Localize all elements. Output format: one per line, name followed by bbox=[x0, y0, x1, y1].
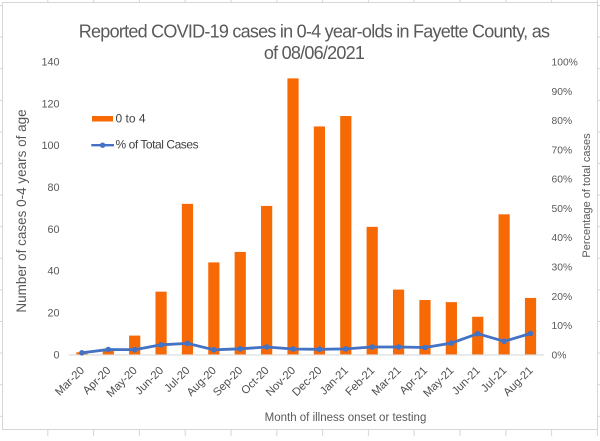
svg-text:100%: 100% bbox=[552, 58, 578, 69]
svg-text:100: 100 bbox=[41, 140, 59, 152]
svg-text:40: 40 bbox=[47, 266, 59, 278]
svg-text:Number of cases 0-4 years of a: Number of cases 0-4 years of age bbox=[14, 109, 29, 312]
svg-text:10%: 10% bbox=[552, 321, 573, 332]
svg-text:20: 20 bbox=[47, 308, 59, 320]
svg-text:Reported COVID-19 cases in 0-4: Reported COVID-19 cases in 0-4 year-olds… bbox=[79, 21, 550, 41]
svg-text:% of Total Cases: % of Total Cases bbox=[116, 138, 199, 152]
svg-text:80%: 80% bbox=[552, 116, 573, 127]
svg-text:90%: 90% bbox=[552, 87, 573, 98]
svg-text:40%: 40% bbox=[552, 233, 573, 244]
svg-text:20%: 20% bbox=[552, 292, 573, 303]
svg-text:Percentage of total cases: Percentage of total cases bbox=[581, 133, 593, 258]
svg-text:120: 120 bbox=[41, 98, 59, 110]
svg-text:0: 0 bbox=[53, 349, 59, 361]
svg-text:of 08/06/2021: of 08/06/2021 bbox=[264, 43, 365, 63]
svg-text:30%: 30% bbox=[552, 263, 573, 274]
svg-text:50%: 50% bbox=[552, 204, 573, 215]
svg-text:70%: 70% bbox=[552, 145, 573, 156]
svg-text:0%: 0% bbox=[552, 350, 567, 361]
svg-text:Month of illness onset or test: Month of illness onset or testing bbox=[265, 412, 427, 424]
svg-text:0 to 4: 0 to 4 bbox=[116, 112, 146, 126]
svg-text:140: 140 bbox=[41, 57, 59, 69]
svg-text:80: 80 bbox=[47, 182, 59, 194]
svg-text:60%: 60% bbox=[552, 175, 573, 186]
svg-text:60: 60 bbox=[47, 224, 59, 236]
